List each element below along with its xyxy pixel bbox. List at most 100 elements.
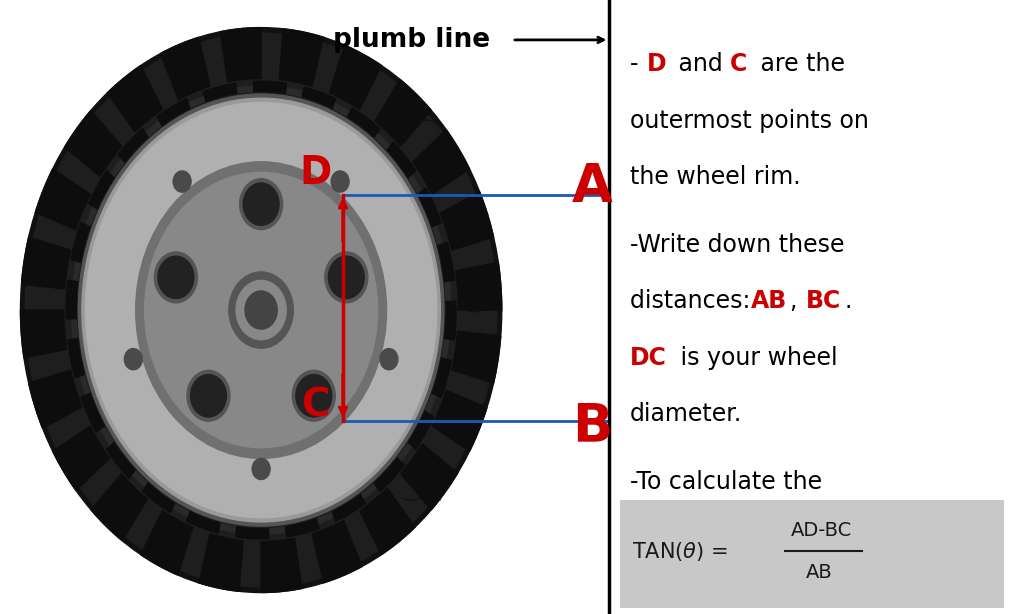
Text: AD-BC: AD-BC (791, 521, 852, 540)
Text: BC: BC (806, 289, 841, 313)
Ellipse shape (244, 183, 279, 225)
Ellipse shape (329, 256, 365, 298)
Polygon shape (398, 375, 424, 412)
Polygon shape (140, 511, 193, 575)
Ellipse shape (190, 375, 226, 417)
Ellipse shape (245, 291, 278, 329)
Polygon shape (423, 356, 452, 398)
Ellipse shape (252, 458, 270, 480)
Polygon shape (418, 276, 434, 310)
Polygon shape (111, 403, 139, 440)
Polygon shape (316, 119, 348, 149)
Ellipse shape (236, 281, 287, 340)
Text: AB: AB (751, 289, 786, 313)
Polygon shape (52, 426, 110, 491)
Polygon shape (375, 79, 431, 146)
Polygon shape (91, 474, 147, 541)
Text: distances:: distances: (630, 289, 758, 313)
Polygon shape (406, 225, 428, 262)
Ellipse shape (296, 375, 332, 417)
Polygon shape (151, 134, 181, 167)
Polygon shape (359, 488, 415, 554)
Polygon shape (302, 480, 334, 507)
Polygon shape (174, 472, 206, 501)
Text: C: C (730, 52, 748, 76)
Polygon shape (106, 435, 142, 478)
Ellipse shape (82, 98, 440, 522)
Ellipse shape (325, 252, 368, 303)
Polygon shape (199, 534, 243, 591)
Polygon shape (343, 107, 380, 147)
Polygon shape (98, 208, 124, 246)
Polygon shape (142, 473, 179, 513)
Ellipse shape (135, 161, 387, 458)
Polygon shape (413, 130, 470, 194)
Ellipse shape (20, 28, 502, 593)
Text: AB: AB (806, 563, 833, 582)
Polygon shape (254, 81, 287, 106)
Ellipse shape (86, 103, 436, 518)
Text: D: D (299, 154, 332, 192)
Text: .: . (845, 289, 852, 313)
Polygon shape (380, 142, 416, 185)
Ellipse shape (187, 370, 230, 421)
Polygon shape (374, 418, 402, 454)
Ellipse shape (72, 86, 451, 534)
Polygon shape (341, 453, 372, 486)
Polygon shape (440, 192, 494, 250)
Polygon shape (280, 29, 324, 87)
Polygon shape (435, 301, 456, 340)
Polygon shape (120, 166, 148, 203)
Polygon shape (261, 494, 291, 513)
Ellipse shape (229, 272, 293, 348)
Polygon shape (36, 169, 90, 230)
Polygon shape (67, 280, 87, 319)
Text: TAN($\theta$) =: TAN($\theta$) = (632, 540, 730, 562)
Polygon shape (89, 171, 122, 214)
Text: formula where 0 is: formula where 0 is (630, 583, 850, 607)
Text: -: - (630, 52, 638, 76)
Polygon shape (275, 107, 306, 130)
Text: and: and (671, 52, 730, 76)
Text: outermost points on: outermost points on (630, 109, 868, 133)
Polygon shape (383, 180, 412, 217)
Polygon shape (284, 507, 318, 537)
Polygon shape (216, 490, 247, 513)
Ellipse shape (380, 349, 398, 370)
Polygon shape (81, 389, 113, 432)
Text: C: C (301, 386, 330, 424)
Polygon shape (429, 243, 455, 283)
Polygon shape (300, 87, 336, 120)
Text: A: A (571, 161, 612, 213)
Ellipse shape (173, 171, 191, 192)
Polygon shape (236, 515, 268, 539)
Polygon shape (400, 444, 458, 510)
Polygon shape (329, 484, 366, 521)
Text: is your wheel: is your wheel (673, 346, 838, 370)
Ellipse shape (158, 256, 194, 298)
Text: camber use this: camber use this (630, 527, 819, 551)
Ellipse shape (79, 94, 444, 526)
Bar (620, 500, 1004, 608)
Ellipse shape (90, 108, 432, 512)
Ellipse shape (155, 252, 198, 303)
Ellipse shape (26, 33, 497, 587)
Polygon shape (22, 237, 71, 289)
Polygon shape (330, 45, 381, 109)
Polygon shape (312, 521, 361, 583)
Polygon shape (108, 66, 163, 132)
Polygon shape (118, 128, 155, 170)
Polygon shape (157, 99, 194, 136)
Ellipse shape (124, 349, 142, 370)
Text: B: B (571, 401, 612, 453)
Polygon shape (188, 114, 220, 141)
Polygon shape (353, 144, 384, 178)
Polygon shape (410, 188, 441, 231)
Text: the wheel rim.: the wheel rim. (630, 165, 801, 189)
Polygon shape (138, 442, 169, 476)
Polygon shape (20, 310, 67, 358)
Polygon shape (204, 84, 239, 113)
Ellipse shape (78, 93, 444, 527)
Polygon shape (368, 450, 404, 492)
Text: diameter.: diameter. (630, 402, 742, 426)
